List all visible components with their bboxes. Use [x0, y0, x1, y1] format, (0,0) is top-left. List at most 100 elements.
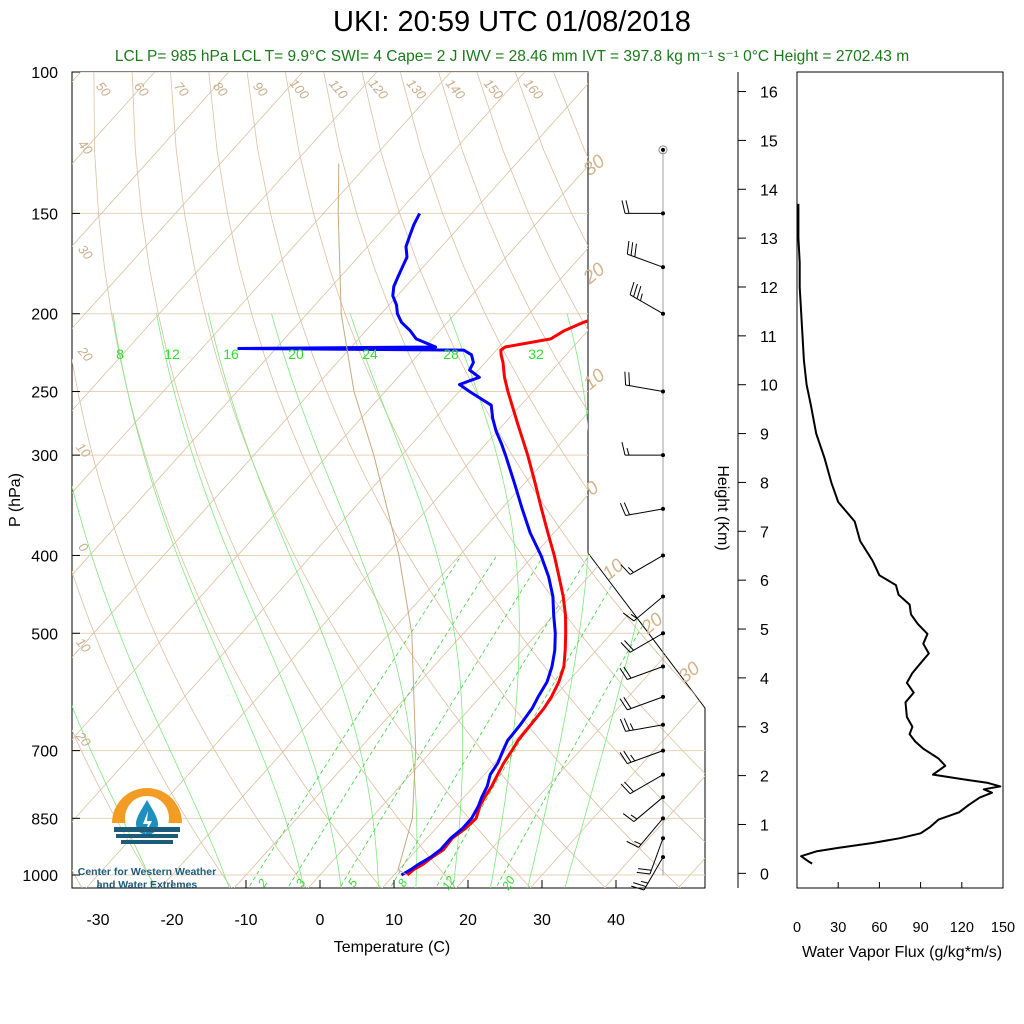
- dry-adiabat: [399, 72, 705, 888]
- flux-x-tick-label: 90: [913, 920, 929, 936]
- flux-x-axis-title: Water Vapor Flux (g/kg*m/s): [802, 944, 1002, 961]
- x-tick-label: -30: [86, 912, 109, 929]
- wind-barb-half-feather: [634, 840, 642, 845]
- wind-barb-half-feather: [639, 293, 643, 301]
- wind-barb-shaft: [627, 696, 664, 711]
- series-parcel: [337, 163, 417, 876]
- y-tick-label: 150: [31, 206, 58, 223]
- moist-adiabat-label: 16: [223, 346, 239, 362]
- wind-barb-feather: [623, 502, 630, 515]
- isotherm-label: 0: [582, 477, 604, 500]
- dry-adiabat: [553, 72, 705, 888]
- moist-adiabat: [72, 313, 232, 888]
- wind-barb-feather: [636, 871, 651, 875]
- skewt-gridlines: [72, 72, 1024, 892]
- flux-frame: [796, 71, 1004, 889]
- dry-adiabat: [745, 72, 1024, 892]
- height-tick-label: 7: [760, 524, 769, 541]
- moist-adiabat-label: 32: [528, 346, 544, 362]
- height-tick-label: 5: [760, 622, 769, 639]
- series-dewpoint: [237, 212, 557, 877]
- dry-adiabat-label: 60: [131, 79, 152, 100]
- height-tick-label: 4: [760, 671, 769, 688]
- x-tick-label: 40: [607, 912, 625, 929]
- page-title: UKI: 20:59 UTC 01/08/2018: [333, 6, 691, 38]
- wind-barb-feather: [619, 698, 628, 711]
- isotherm: [72, 72, 303, 888]
- calm-marker: [658, 145, 668, 155]
- isotherm: [72, 72, 525, 888]
- wind-barb-feather: [624, 781, 634, 793]
- height-tick-label: 6: [760, 573, 769, 590]
- dry-adiabat-label: 100: [287, 76, 313, 103]
- wind-barb-half-feather: [630, 814, 638, 820]
- isotherm: [72, 72, 705, 888]
- y-tick-label: 200: [31, 307, 58, 324]
- wind-barb-feather: [620, 642, 631, 653]
- moist-adiabat: [112, 313, 306, 888]
- wind-barb-feather: [628, 372, 631, 386]
- y-tick-label: 1000: [22, 868, 58, 885]
- x-tick-label: -10: [234, 912, 257, 929]
- wind-barb-feather: [633, 882, 647, 888]
- dry-adiabat-label: 30: [75, 242, 96, 263]
- wind-barbs: [619, 145, 668, 891]
- dry-adiabat: [170, 72, 535, 888]
- logo-line-2: and Water Extremes: [97, 879, 198, 891]
- y-tick-label: 250: [31, 385, 58, 402]
- moist-adiabat: [448, 313, 520, 888]
- wind-barb-feather: [638, 868, 652, 871]
- flux-series: [797, 203, 1002, 865]
- mixing-ratio-line: [245, 555, 462, 888]
- flux-x-tick-label: 60: [871, 920, 887, 936]
- wind-barb-half-feather: [640, 880, 649, 884]
- wind-barb-feather: [622, 612, 635, 622]
- height-tick-label: 9: [760, 427, 769, 444]
- dry-adiabat: [72, 72, 235, 888]
- wind-barb-feather: [619, 503, 627, 516]
- isotherm: [82, 72, 705, 888]
- wind-barb-shaft: [629, 632, 664, 653]
- height-tick-label: 8: [760, 475, 769, 492]
- moist-adiabat-label: 12: [164, 346, 180, 362]
- wind-barb-shaft: [638, 818, 664, 848]
- wind-barb-half-feather: [630, 754, 636, 762]
- wind-barb-feather: [620, 783, 631, 795]
- wind-barb-feather: [633, 283, 638, 297]
- sounding-info: LCL P= 985 hPa LCL T= 9.9°C SWI= 4 Cape=…: [114, 48, 910, 65]
- wind-barb-shaft: [633, 596, 664, 622]
- wind-barb-shaft: [625, 724, 664, 732]
- height-tick-label: 15: [760, 133, 778, 150]
- dry-adiabat-label: 70: [171, 79, 192, 100]
- wind-barb-feather: [619, 668, 628, 680]
- wind-barb-shaft: [643, 856, 664, 891]
- y-tick-label: 300: [31, 448, 58, 465]
- wind-barb-half-feather: [627, 567, 634, 573]
- isotherm: [72, 72, 673, 888]
- wind-barb-feather: [634, 243, 637, 257]
- skewt-frame: [71, 71, 706, 889]
- dry-adiabat-label: 10: [73, 440, 94, 461]
- isotherm: [230, 72, 705, 888]
- dry-adiabat: [246, 72, 685, 888]
- wind-barb-feather: [619, 752, 628, 764]
- mixing-ratio-line: [337, 555, 544, 888]
- wind-barb-feather: [622, 813, 635, 823]
- dry-adiabat-label: 80: [210, 79, 231, 100]
- isotherm: [72, 72, 451, 888]
- cw3e-logo: Center for Western Weather and Water Ext…: [78, 788, 216, 891]
- mixing-ratio-label: 20: [499, 873, 518, 893]
- mixing-ratio-label: 8: [395, 876, 411, 889]
- wind-barb-half-feather: [626, 447, 630, 456]
- x-tick-label: 20: [459, 912, 477, 929]
- flux-x-tick-label: 150: [991, 920, 1015, 936]
- dry-adiabat: [707, 72, 1024, 892]
- dry-adiabat: [208, 72, 610, 888]
- wind-barb-shaft: [629, 294, 664, 315]
- y-tick-label: 850: [31, 811, 58, 828]
- moist-adiabat: [271, 313, 418, 888]
- wind-barb-feather: [624, 371, 627, 385]
- height-tick-label: 16: [760, 85, 778, 102]
- isotherm: [72, 72, 599, 888]
